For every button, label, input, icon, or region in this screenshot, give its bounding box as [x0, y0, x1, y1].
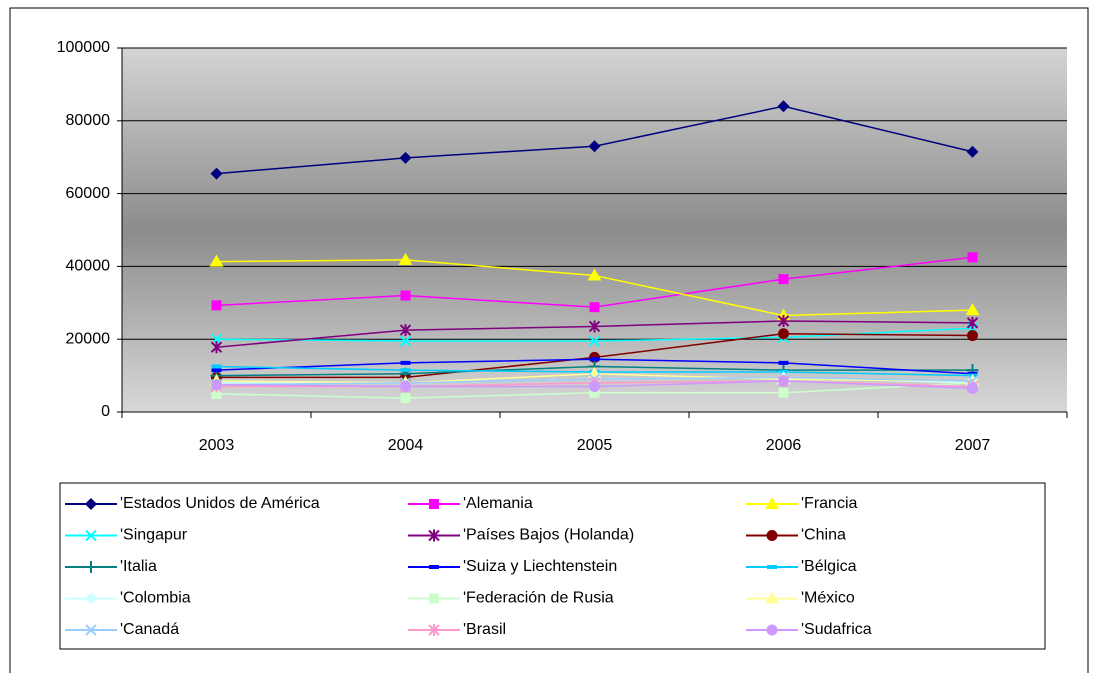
- marker: [589, 357, 600, 362]
- legend-label: 'Singapur: [120, 527, 188, 544]
- legend-label: 'Italia: [120, 558, 157, 575]
- marker: [778, 274, 789, 285]
- marker: [399, 151, 412, 164]
- marker: [778, 387, 789, 398]
- legend-label: 'China: [801, 527, 846, 544]
- marker: [211, 379, 222, 391]
- legend-label: 'Suiza y Liechtenstein: [463, 558, 617, 575]
- marker: [211, 388, 222, 399]
- y-tick-label: 20000: [66, 330, 111, 347]
- x-tick-label: 2003: [199, 437, 235, 454]
- y-tick-label: 0: [101, 403, 110, 420]
- marker: [85, 592, 97, 605]
- marker: [85, 498, 97, 510]
- legend-label: 'Brasil: [463, 621, 506, 638]
- marker: [428, 529, 440, 542]
- plot-area: [122, 48, 1067, 412]
- legend-label: 'Bélgica: [801, 558, 857, 575]
- legend-box: [59, 482, 1046, 650]
- marker: [400, 290, 411, 301]
- marker: [400, 368, 411, 373]
- y-tick-label: 100000: [57, 39, 110, 56]
- marker: [211, 300, 222, 311]
- x-tick-label: 2004: [388, 437, 424, 454]
- marker: [211, 368, 222, 373]
- marker: [400, 381, 411, 393]
- marker: [966, 145, 979, 158]
- marker: [210, 167, 223, 180]
- legend-label: 'México: [801, 590, 855, 607]
- marker: [777, 100, 790, 113]
- marker: [429, 499, 439, 509]
- legend-label: 'Sudafrica: [801, 621, 872, 638]
- marker: [588, 140, 601, 153]
- legend-label: 'Estados Unidos de América: [120, 495, 320, 512]
- marker: [85, 561, 97, 573]
- legend-label: 'Países Bajos (Holanda): [463, 527, 634, 544]
- legend-label: 'Federación de Rusia: [463, 590, 614, 607]
- marker: [399, 335, 412, 347]
- marker: [967, 330, 978, 342]
- marker: [589, 302, 600, 313]
- legend-label: 'Francia: [801, 495, 858, 512]
- legend-label: 'Colombia: [120, 590, 191, 607]
- marker: [766, 530, 778, 541]
- chart-border: [9, 7, 1089, 673]
- x-tick-label: 2007: [955, 437, 991, 454]
- marker: [428, 624, 440, 636]
- marker: [589, 381, 600, 393]
- x-tick-label: 2006: [766, 437, 802, 454]
- marker: [766, 624, 778, 636]
- marker: [211, 364, 222, 369]
- marker: [85, 529, 97, 542]
- marker: [400, 393, 411, 404]
- marker: [209, 254, 224, 267]
- marker: [398, 252, 413, 265]
- marker: [765, 591, 779, 604]
- marker: [777, 315, 790, 327]
- legend-label: 'Canadá: [120, 621, 179, 638]
- marker: [587, 268, 602, 281]
- marker: [429, 593, 439, 604]
- marker: [765, 497, 779, 509]
- marker: [767, 565, 777, 569]
- marker: [210, 341, 223, 354]
- marker: [400, 360, 411, 365]
- marker: [966, 316, 979, 329]
- marker: [778, 328, 789, 340]
- marker: [588, 335, 601, 347]
- marker: [589, 387, 600, 398]
- marker: [399, 324, 412, 337]
- marker: [967, 382, 978, 394]
- y-tick-label: 80000: [66, 112, 111, 129]
- marker: [967, 252, 978, 263]
- marker: [965, 303, 980, 316]
- marker: [778, 375, 789, 387]
- legend-label: 'Alemania: [463, 495, 533, 512]
- y-tick-label: 60000: [66, 185, 111, 202]
- marker: [778, 360, 789, 365]
- marker: [588, 320, 601, 333]
- marker: [429, 565, 439, 569]
- x-tick-label: 2005: [577, 437, 613, 454]
- y-tick-label: 40000: [66, 258, 111, 275]
- marker: [85, 624, 97, 636]
